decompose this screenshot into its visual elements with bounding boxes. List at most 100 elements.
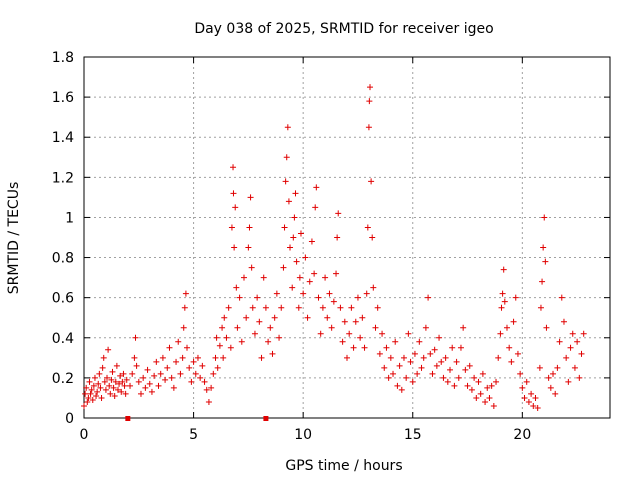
data-point: [232, 204, 239, 211]
gap-markers: [125, 416, 269, 421]
data-point: [179, 354, 186, 361]
data-point: [498, 304, 505, 311]
data-point: [276, 334, 283, 341]
data-point: [326, 290, 333, 297]
data-point: [265, 338, 272, 345]
gap-marker: [263, 416, 269, 421]
data-point: [84, 398, 91, 405]
data-point: [497, 330, 504, 337]
data-point: [451, 382, 458, 389]
data-point: [468, 386, 475, 393]
data-point: [262, 304, 269, 311]
data-point: [540, 244, 547, 251]
data-point: [363, 290, 370, 297]
data-point: [317, 330, 324, 337]
data-point: [203, 386, 210, 393]
data-point: [123, 376, 130, 383]
data-point: [369, 234, 376, 241]
data-point: [280, 264, 287, 271]
data-point: [201, 378, 208, 385]
data-point: [166, 344, 173, 351]
data-point: [569, 330, 576, 337]
data-point: [197, 374, 204, 381]
data-point: [96, 370, 103, 377]
data-point: [214, 364, 221, 371]
data-point: [236, 294, 243, 301]
data-point: [173, 358, 180, 365]
data-point: [221, 314, 228, 321]
data-point: [457, 344, 464, 351]
data-point: [205, 398, 212, 405]
data-point: [234, 324, 241, 331]
data-point: [243, 314, 250, 321]
data-point: [348, 304, 355, 311]
data-point: [246, 224, 253, 231]
data-point: [182, 290, 189, 297]
data-point: [545, 374, 552, 381]
data-point: [295, 304, 302, 311]
data-point: [233, 284, 240, 291]
data-point: [506, 344, 513, 351]
data-point: [109, 368, 116, 375]
data-point: [146, 380, 153, 387]
data-point: [311, 270, 318, 277]
data-point: [284, 124, 291, 131]
data-point: [403, 374, 410, 381]
data-point: [436, 334, 443, 341]
data-point: [578, 350, 585, 357]
data-point: [530, 402, 537, 409]
data-point: [482, 398, 489, 405]
data-point: [238, 338, 245, 345]
data-point: [129, 370, 136, 377]
data-point: [144, 366, 151, 373]
data-point: [245, 244, 252, 251]
data-point: [460, 324, 467, 331]
data-point: [281, 224, 288, 231]
data-point: [501, 298, 508, 305]
data-point: [464, 382, 471, 389]
data-point: [453, 358, 460, 365]
data-point: [135, 378, 142, 385]
data-point: [312, 204, 319, 211]
data-point: [119, 378, 126, 385]
y-axis-label: SRMTID / TECUs: [6, 182, 22, 295]
data-point: [117, 372, 124, 379]
data-point: [249, 304, 256, 311]
data-point: [118, 388, 125, 395]
data-point: [335, 210, 342, 217]
data-point: [296, 274, 303, 281]
data-point: [510, 318, 517, 325]
data-point: [442, 354, 449, 361]
data-point: [231, 244, 238, 251]
data-point: [361, 344, 368, 351]
data-point: [372, 324, 379, 331]
data-point: [574, 338, 581, 345]
data-point: [121, 382, 128, 389]
data-point: [563, 354, 570, 361]
data-point: [271, 314, 278, 321]
data-point: [142, 384, 149, 391]
data-point: [88, 386, 95, 393]
data-point: [455, 374, 462, 381]
data-point: [444, 378, 451, 385]
data-point: [508, 358, 515, 365]
data-point: [155, 382, 162, 389]
data-point: [319, 304, 326, 311]
data-point: [517, 370, 524, 377]
data-point: [227, 344, 234, 351]
data-point: [114, 386, 121, 393]
data-point: [396, 362, 403, 369]
data-point: [81, 402, 87, 409]
data-point: [495, 354, 502, 361]
data-point: [293, 258, 300, 265]
data-point: [364, 224, 371, 231]
data-point: [162, 376, 169, 383]
y-tick-label: 0.8: [52, 251, 74, 267]
data-point: [240, 274, 247, 281]
grid: [84, 57, 610, 418]
data-point: [381, 364, 388, 371]
data-point: [539, 278, 546, 285]
data-point: [547, 384, 554, 391]
data-point: [486, 394, 493, 401]
x-tick-label: 10: [294, 427, 312, 443]
